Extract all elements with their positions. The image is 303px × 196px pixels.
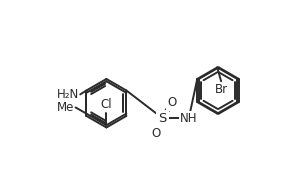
Text: Cl: Cl <box>101 98 112 111</box>
Text: NH: NH <box>180 112 198 125</box>
Text: S: S <box>158 112 167 125</box>
Text: Br: Br <box>215 83 228 96</box>
Text: O: O <box>152 127 161 140</box>
Text: Me: Me <box>57 101 74 114</box>
Text: O: O <box>167 96 176 109</box>
Text: H₂N: H₂N <box>56 88 79 101</box>
